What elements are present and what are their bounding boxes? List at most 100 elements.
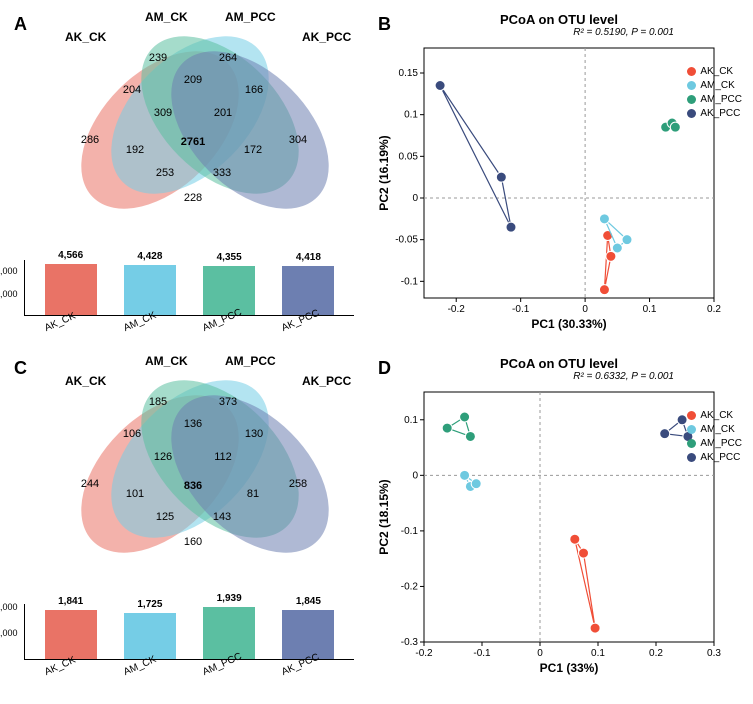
- legend-item-AK_CK: AK_CK: [687, 66, 742, 77]
- vc-o4: 258: [289, 478, 307, 490]
- bar-xlabel: AM_CK: [122, 310, 158, 334]
- svg-text:0.2: 0.2: [707, 304, 721, 315]
- svg-text:0.05: 0.05: [399, 151, 419, 162]
- svg-text:0.1: 0.1: [643, 304, 657, 315]
- legend-dot-icon: [687, 453, 696, 462]
- legend-label: AK_PCC: [700, 108, 740, 119]
- ytick: 2,000: [0, 289, 18, 299]
- svg-text:-0.2: -0.2: [448, 304, 466, 315]
- vc-p12: 106: [123, 428, 141, 440]
- bar-xlabel: AK_PCC: [280, 652, 321, 678]
- vc-grp4: AK_PCC: [302, 374, 351, 388]
- svg-text:0: 0: [412, 470, 418, 481]
- vc-center: 836: [184, 480, 202, 492]
- va-p14: 228: [184, 192, 202, 204]
- venn-a-grp1: AK_CK: [65, 30, 106, 44]
- svg-text:-0.3: -0.3: [401, 637, 419, 648]
- vc-p34: 130: [245, 428, 263, 440]
- svg-text:-0.1: -0.1: [401, 276, 419, 287]
- svg-text:-0.1: -0.1: [512, 304, 530, 315]
- va-center: 2761: [181, 136, 205, 148]
- legend-label: AM_CK: [700, 424, 734, 435]
- bar-xlabel: AK_CK: [43, 311, 77, 334]
- venn-a-grp3: AM_PCC: [225, 10, 276, 24]
- vc-p24: 81: [247, 488, 259, 500]
- legend-item-AM_CK: AM_CK: [687, 80, 742, 91]
- legend-dot-icon: [687, 439, 696, 448]
- legend-label: AM_CK: [700, 80, 734, 91]
- panel-d-stats: R² = 0.6332, P = 0.001: [374, 371, 744, 382]
- vc-t234: 112: [214, 451, 232, 463]
- legend-dot-icon: [687, 425, 696, 434]
- panel-d-title: PCoA on OTU level: [374, 356, 744, 371]
- vc-t124: 143: [213, 511, 231, 523]
- legend-b: AK_CK AM_CK AM_PCC AK_PCC: [687, 66, 742, 122]
- bar-AM_PCC: 1,939AM_PCC: [203, 607, 255, 659]
- panel-b-label: B: [378, 14, 391, 35]
- bar-AK_PCC: 1,845AK_PCC: [282, 610, 334, 659]
- svg-text:0: 0: [537, 648, 543, 659]
- svg-text:-0.2: -0.2: [415, 648, 433, 659]
- vc-o1: 244: [81, 478, 99, 490]
- svg-text:-0.05: -0.05: [395, 235, 418, 246]
- bar-AM_PCC: 4,355AM_PCC: [203, 266, 255, 315]
- legend-label: AK_CK: [700, 66, 733, 77]
- ytick: 2,000: [0, 602, 18, 612]
- legend-item-AM_PCC: AM_PCC: [687, 94, 742, 105]
- venn-a-grp4: AK_PCC: [302, 30, 351, 44]
- panel-b-title: PCoA on OTU level: [374, 12, 744, 27]
- bars-a: 4,566AK_CK4,428AM_CK4,355AM_PCC4,418AK_P…: [24, 260, 354, 340]
- svg-text:PC1 (33%): PC1 (33%): [540, 661, 599, 675]
- bar-value: 1,725: [137, 599, 162, 610]
- panel-d: D PCoA on OTU level R² = 0.6332, P = 0.0…: [374, 354, 744, 694]
- venn-a-grp2: AM_CK: [145, 10, 188, 24]
- va-p12: 204: [123, 84, 141, 96]
- svg-text:PC2 (16.19%): PC2 (16.19%): [377, 135, 391, 210]
- legend-item-AK_PCC: AK_PCC: [687, 452, 742, 463]
- svg-text:-0.1: -0.1: [401, 526, 419, 537]
- va-o1: 286: [81, 134, 99, 146]
- va-p24: 172: [244, 144, 262, 156]
- panel-c: C AK_CK AM_CK AM_PCC AK_PCC 244 185 373 …: [10, 354, 370, 694]
- vc-t123: 126: [154, 451, 172, 463]
- svg-text:0.1: 0.1: [404, 110, 418, 121]
- bar-value: 1,845: [296, 596, 321, 607]
- svg-text:PC1 (30.33%): PC1 (30.33%): [531, 317, 606, 331]
- vc-grp2: AM_CK: [145, 354, 188, 368]
- ytick: 1,000: [0, 628, 18, 638]
- legend-dot-icon: [687, 67, 696, 76]
- svg-text:0.1: 0.1: [591, 648, 605, 659]
- bar-value: 4,566: [58, 250, 83, 261]
- svg-text:0: 0: [582, 304, 588, 315]
- vc-grp3: AM_PCC: [225, 354, 276, 368]
- svg-text:-0.1: -0.1: [473, 648, 491, 659]
- bar-value: 4,355: [217, 252, 242, 263]
- legend-item-AK_PCC: AK_PCC: [687, 108, 742, 119]
- ytick: 4,000: [0, 266, 18, 276]
- bar-AK_PCC: 4,418AK_PCC: [282, 266, 334, 315]
- legend-dot-icon: [687, 109, 696, 118]
- bar-AK_CK: 1,841AK_CK: [45, 610, 97, 659]
- legend-label: AK_PCC: [700, 452, 740, 463]
- bars-c: 1,841AK_CK 1,725AM_CK 1,939AM_PCC 1,845AK_P…: [24, 604, 354, 684]
- va-o2: 239: [149, 52, 167, 64]
- legend-item-AM_CK: AM_CK: [687, 424, 742, 435]
- panel-b-stats: R² = 0.5190, P = 0.001: [374, 27, 744, 38]
- panel-d-label: D: [378, 358, 391, 379]
- svg-text:0: 0: [412, 193, 418, 204]
- va-t234: 201: [214, 107, 232, 119]
- svg-text:0.1: 0.1: [404, 415, 418, 426]
- svg-text:-0.2: -0.2: [401, 581, 419, 592]
- figure-grid: A AK_CK AM_CK AM_PCC AK_PCC 286 239 264 …: [10, 10, 743, 694]
- vc-p13: 101: [126, 488, 144, 500]
- venn-c: AK_CK AM_CK AM_PCC AK_PCC 244 185 373 25…: [10, 354, 370, 604]
- bar-AM_CK: 1,725AM_CK: [124, 613, 176, 659]
- vc-o2: 185: [149, 396, 167, 408]
- bar-AK_CK: 4,566AK_CK: [45, 264, 97, 315]
- va-p34: 166: [245, 84, 263, 96]
- vc-p14: 160: [184, 536, 202, 548]
- va-t134: 253: [156, 167, 174, 179]
- bar-value: 1,939: [217, 593, 242, 604]
- va-t124: 333: [213, 167, 231, 179]
- bar-value: 1,841: [58, 596, 83, 607]
